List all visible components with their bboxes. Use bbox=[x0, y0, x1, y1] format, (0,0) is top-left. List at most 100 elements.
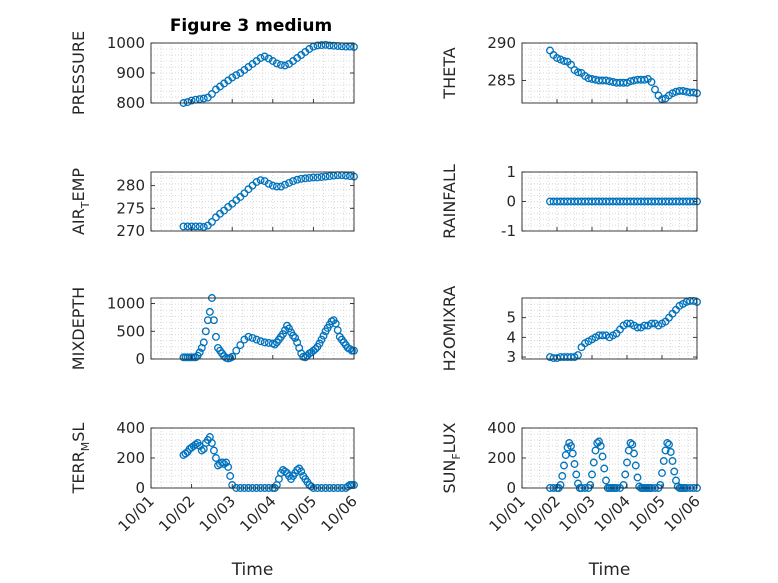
data-point bbox=[647, 78, 656, 86]
data-point bbox=[256, 54, 265, 62]
data-point bbox=[619, 78, 628, 87]
data-point bbox=[236, 341, 245, 350]
data-point bbox=[195, 348, 204, 357]
data-point bbox=[281, 61, 289, 70]
data-point bbox=[301, 174, 310, 183]
data-point bbox=[183, 222, 192, 231]
data-point bbox=[252, 178, 261, 186]
data-point bbox=[567, 442, 575, 450]
data-point bbox=[309, 173, 318, 182]
data-point bbox=[207, 90, 216, 98]
data-point bbox=[666, 448, 675, 456]
y-tick-label: 275 bbox=[116, 199, 145, 217]
subplot-2: 285 290 THETA bbox=[440, 34, 701, 104]
data-point bbox=[325, 41, 334, 50]
data-point bbox=[317, 41, 326, 50]
data-point bbox=[228, 352, 237, 361]
y-tick-label: 4 bbox=[506, 328, 516, 346]
data-point bbox=[630, 449, 638, 458]
data-point bbox=[567, 60, 575, 69]
data-point bbox=[560, 57, 568, 65]
data-point bbox=[589, 458, 598, 467]
data-point bbox=[605, 77, 614, 86]
y-tick-label: 200 bbox=[116, 449, 145, 467]
data-point bbox=[279, 330, 287, 338]
x-tick-label: 10/05 bbox=[626, 492, 669, 535]
y-axis-label-subscript: M bbox=[79, 442, 92, 452]
data-point bbox=[623, 458, 631, 467]
data-point bbox=[276, 182, 285, 191]
data-point bbox=[561, 451, 570, 459]
data-point bbox=[305, 45, 314, 53]
data-point bbox=[281, 467, 289, 476]
data-point bbox=[207, 439, 216, 447]
data-point bbox=[212, 332, 220, 341]
axes-box bbox=[521, 297, 698, 360]
data-point bbox=[321, 172, 330, 181]
axes-box bbox=[150, 297, 355, 360]
data-point bbox=[325, 172, 334, 181]
y-tick-label: 400 bbox=[487, 419, 516, 437]
y-tick-label: 290 bbox=[487, 34, 516, 52]
data-point bbox=[240, 189, 249, 198]
x-tick-label: 10/02 bbox=[155, 492, 198, 535]
y-axis-label: MIXDEPTH bbox=[69, 287, 88, 370]
data-point bbox=[317, 173, 326, 181]
x-tick-label: 10/06 bbox=[318, 492, 361, 535]
y-tick-label: 200 bbox=[487, 449, 516, 467]
data-point bbox=[311, 345, 320, 353]
y-axis-label-rest: LUX bbox=[440, 422, 459, 453]
axes-box bbox=[521, 42, 698, 104]
y-axis-label-rest: SL bbox=[69, 423, 88, 442]
data-point bbox=[289, 177, 298, 186]
data-point bbox=[628, 440, 637, 449]
data-point bbox=[191, 440, 200, 449]
y-axis-label-rest: EMP bbox=[69, 168, 88, 202]
x-tick-label: 10/04 bbox=[236, 492, 279, 535]
y-tick-label: -1 bbox=[501, 222, 516, 240]
data-point bbox=[226, 472, 235, 480]
data-point bbox=[602, 476, 610, 485]
data-point bbox=[313, 173, 322, 182]
data-point bbox=[598, 331, 607, 340]
y-axis-label: AIRTEMP bbox=[69, 168, 92, 235]
data-point bbox=[272, 182, 281, 191]
data-point bbox=[297, 174, 306, 183]
y-axis-label-main: RAINFALL bbox=[440, 164, 459, 239]
subplot-1: 800 900 1000 PRESSURE bbox=[69, 31, 358, 115]
data-point bbox=[301, 353, 310, 362]
data-point bbox=[232, 71, 241, 80]
data-point bbox=[291, 333, 300, 342]
y-axis-label: H2OMIXRA bbox=[440, 286, 459, 372]
data-point bbox=[181, 449, 190, 458]
y-tick-label: 0 bbox=[506, 193, 516, 211]
data-point bbox=[584, 74, 593, 83]
data-point bbox=[256, 176, 265, 185]
data-point bbox=[222, 458, 231, 467]
data-point bbox=[268, 57, 277, 65]
data-point bbox=[661, 446, 670, 455]
data-point bbox=[567, 353, 575, 361]
y-axis-label: TERRMSL bbox=[69, 423, 92, 495]
gridlines bbox=[521, 172, 698, 231]
y-axis-label-subscript: F bbox=[450, 453, 463, 459]
data-point bbox=[209, 446, 218, 455]
data-point bbox=[197, 446, 206, 455]
data-point bbox=[260, 338, 269, 347]
data-point bbox=[285, 178, 293, 187]
data-point bbox=[256, 337, 265, 346]
data-point bbox=[207, 217, 216, 226]
data-point bbox=[218, 458, 226, 467]
data-point bbox=[572, 470, 581, 479]
data-point bbox=[272, 59, 281, 68]
y-tick-label: 3 bbox=[506, 348, 516, 366]
y-tick-label: 0 bbox=[135, 479, 145, 497]
data-point bbox=[319, 331, 328, 340]
x-tick-label: 10/03 bbox=[196, 492, 239, 535]
y-axis-label-subscript: T bbox=[79, 201, 92, 209]
data-point bbox=[313, 41, 322, 50]
data-point bbox=[626, 77, 635, 86]
data-point bbox=[560, 461, 568, 470]
data-point bbox=[321, 40, 330, 49]
data-point bbox=[640, 321, 649, 330]
